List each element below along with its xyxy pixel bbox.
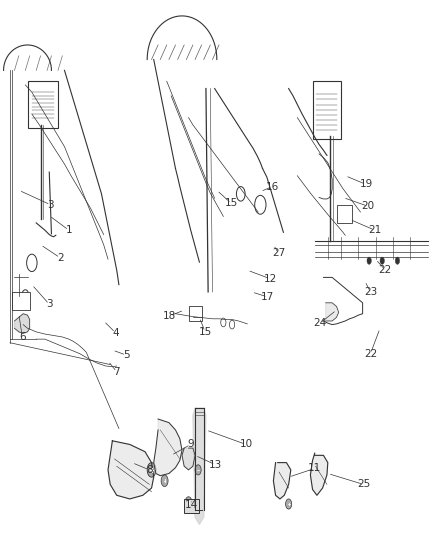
Text: 25: 25 [357, 479, 370, 489]
Polygon shape [325, 303, 339, 321]
Text: 14: 14 [185, 500, 198, 510]
Text: 12: 12 [264, 274, 277, 284]
Circle shape [195, 465, 201, 475]
Text: 4: 4 [112, 328, 119, 337]
Polygon shape [108, 441, 154, 499]
Circle shape [161, 475, 168, 487]
Polygon shape [193, 408, 206, 524]
Polygon shape [14, 314, 30, 333]
Text: 9: 9 [187, 439, 194, 449]
Circle shape [395, 257, 399, 264]
Circle shape [185, 497, 192, 508]
Text: 13: 13 [209, 460, 222, 470]
Polygon shape [182, 448, 195, 470]
Text: 1: 1 [66, 225, 72, 235]
Text: 22: 22 [364, 349, 377, 359]
FancyBboxPatch shape [28, 82, 58, 128]
Text: 10: 10 [240, 439, 253, 449]
Text: 5: 5 [123, 350, 130, 360]
Text: 19: 19 [360, 180, 373, 189]
Text: 2: 2 [57, 253, 64, 263]
Text: 23: 23 [364, 287, 377, 297]
Circle shape [367, 257, 371, 264]
Bar [12, 292, 30, 310]
Circle shape [380, 257, 385, 264]
Text: 3: 3 [47, 200, 54, 210]
Bar [184, 499, 199, 513]
FancyBboxPatch shape [313, 82, 341, 140]
Text: 15: 15 [198, 327, 212, 337]
Text: 21: 21 [368, 225, 381, 235]
Polygon shape [273, 463, 291, 499]
Text: 16: 16 [265, 182, 279, 191]
Text: 17: 17 [261, 292, 274, 302]
Text: 18: 18 [163, 311, 177, 321]
Text: 22: 22 [378, 265, 392, 275]
Circle shape [286, 499, 292, 509]
Polygon shape [154, 419, 182, 475]
Text: 24: 24 [313, 318, 327, 328]
Bar [336, 205, 352, 223]
Text: 11: 11 [308, 463, 321, 473]
Text: 6: 6 [19, 332, 25, 342]
Bar [188, 306, 201, 321]
Text: 3: 3 [46, 299, 53, 309]
Text: 7: 7 [113, 367, 120, 377]
Text: 15: 15 [225, 198, 238, 208]
Circle shape [147, 463, 156, 477]
Text: 27: 27 [272, 248, 285, 259]
Text: 20: 20 [361, 201, 374, 211]
Text: 8: 8 [146, 465, 153, 475]
Polygon shape [311, 453, 328, 495]
